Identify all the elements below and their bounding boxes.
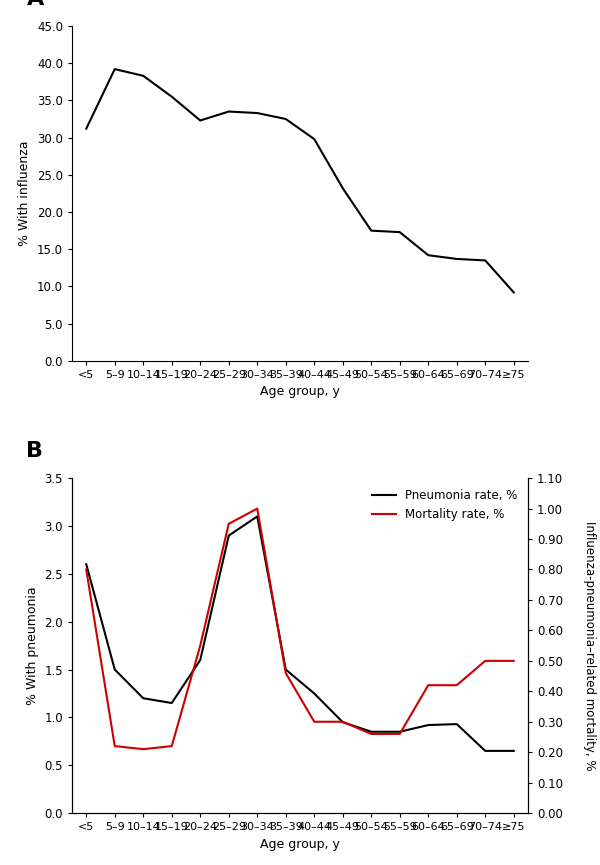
Mortality rate, %	[225, 519, 232, 529]
Text: A: A	[26, 0, 44, 10]
Pneumonia rate, %	[168, 698, 175, 708]
Pneumonia rate, %	[111, 664, 118, 675]
X-axis label: Age group, y: Age group, y	[260, 837, 340, 850]
Y-axis label: % With pneumonia: % With pneumonia	[26, 586, 39, 705]
Mortality rate, %	[140, 744, 147, 754]
Legend: Pneumonia rate, %, Mortality rate, %: Pneumonia rate, %, Mortality rate, %	[367, 484, 522, 525]
Line: Pneumonia rate, %: Pneumonia rate, %	[86, 516, 514, 751]
Text: B: B	[26, 441, 43, 461]
Mortality rate, %	[168, 741, 175, 752]
Mortality rate, %	[339, 716, 346, 727]
Mortality rate, %	[282, 668, 289, 678]
Pneumonia rate, %	[396, 727, 403, 737]
Mortality rate, %	[83, 564, 90, 574]
Pneumonia rate, %	[197, 655, 204, 665]
Mortality rate, %	[425, 680, 432, 690]
Pneumonia rate, %	[311, 689, 318, 699]
Pneumonia rate, %	[140, 693, 147, 703]
Pneumonia rate, %	[339, 717, 346, 727]
Pneumonia rate, %	[482, 746, 489, 756]
Mortality rate, %	[510, 656, 517, 666]
Mortality rate, %	[111, 741, 118, 752]
Pneumonia rate, %	[83, 559, 90, 569]
Pneumonia rate, %	[368, 727, 375, 737]
Pneumonia rate, %	[254, 511, 261, 522]
Pneumonia rate, %	[282, 664, 289, 675]
Mortality rate, %	[254, 503, 261, 514]
Mortality rate, %	[453, 680, 460, 690]
Mortality rate, %	[482, 656, 489, 666]
Mortality rate, %	[368, 728, 375, 739]
Mortality rate, %	[197, 640, 204, 650]
Pneumonia rate, %	[510, 746, 517, 756]
Pneumonia rate, %	[425, 720, 432, 730]
Y-axis label: % With influenza: % With influenza	[19, 141, 31, 247]
Pneumonia rate, %	[453, 719, 460, 729]
Pneumonia rate, %	[225, 530, 232, 541]
Y-axis label: Influenza-pneumonia–related mortality, %: Influenza-pneumonia–related mortality, %	[583, 521, 596, 771]
Mortality rate, %	[396, 728, 403, 739]
Line: Mortality rate, %: Mortality rate, %	[86, 509, 514, 749]
X-axis label: Age group, y: Age group, y	[260, 386, 340, 399]
Mortality rate, %	[311, 716, 318, 727]
